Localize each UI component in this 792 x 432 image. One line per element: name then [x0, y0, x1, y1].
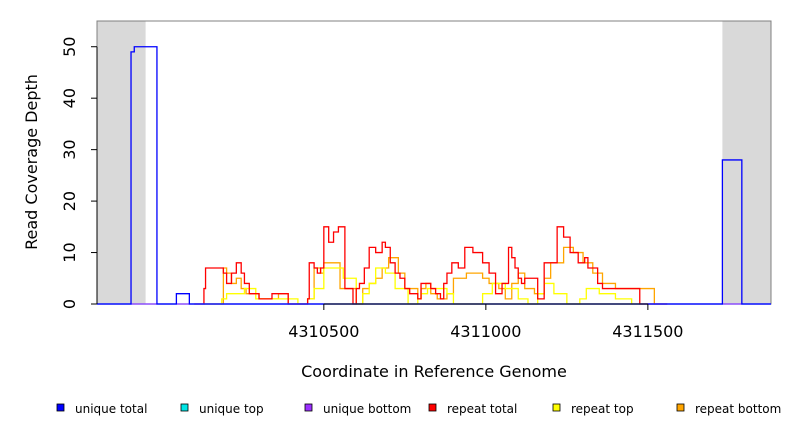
- series-line-unique-total: [97, 46, 771, 305]
- legend-swatch: [676, 403, 685, 412]
- series-line-repeat-total: [194, 226, 668, 305]
- y-tick-label: 0: [60, 299, 79, 309]
- legend-swatch: [304, 403, 313, 412]
- x-tick-label: 4311000: [450, 322, 521, 341]
- y-tick-label: 10: [60, 242, 79, 262]
- y-tick-label: 40: [60, 88, 79, 108]
- x-axis-label: Coordinate in Reference Genome: [301, 362, 567, 381]
- y-axis: 0 10 20 30 40 50: [60, 37, 98, 309]
- plot-area: [96, 20, 772, 305]
- shaded-region-1: [722, 21, 771, 304]
- legend-item-unique-bottom: unique bottom: [304, 402, 411, 416]
- legend-label: unique top: [199, 402, 264, 416]
- shaded-region-0: [97, 21, 146, 304]
- legend-swatch: [552, 403, 561, 412]
- x-axis: 4310500 4311000 4311500: [288, 303, 683, 341]
- legend-item-repeat-bottom: repeat bottom: [676, 402, 781, 416]
- y-tick-label: 30: [60, 139, 79, 159]
- legend-swatch: [56, 403, 65, 412]
- legend-item-repeat-top: repeat top: [552, 402, 634, 416]
- x-tick-label: 4311500: [612, 322, 683, 341]
- legend-label: repeat bottom: [695, 402, 781, 416]
- legend-label: unique total: [75, 402, 147, 416]
- series-lines: [97, 46, 771, 305]
- legend-label: repeat total: [447, 402, 517, 416]
- legend-swatch: [428, 403, 437, 412]
- shaded-regions: [97, 21, 771, 304]
- legend: unique total unique top unique bottom repea…: [56, 402, 781, 416]
- legend-label: repeat top: [571, 402, 634, 416]
- x-tick-label: 4310500: [288, 322, 359, 341]
- legend-item-unique-total: unique total: [56, 402, 147, 416]
- legend-label: unique bottom: [323, 402, 411, 416]
- legend-item-repeat-total: repeat total: [428, 402, 517, 416]
- y-tick-label: 50: [60, 37, 79, 57]
- y-tick-label: 20: [60, 191, 79, 211]
- y-axis-label: Read Coverage Depth: [22, 74, 41, 250]
- legend-swatch: [180, 403, 189, 412]
- legend-item-unique-top: unique top: [180, 402, 264, 416]
